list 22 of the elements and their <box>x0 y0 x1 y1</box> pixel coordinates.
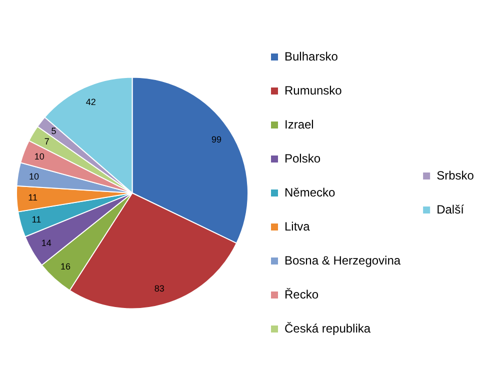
data-label: 11 <box>28 192 38 203</box>
legend-label: Srbsko <box>436 168 474 182</box>
legend-label: Německo <box>284 185 336 200</box>
legend-label: Česká republika <box>284 321 371 336</box>
data-label: 83 <box>154 283 164 294</box>
legend-label: Bosna & Herzegovina <box>284 253 401 268</box>
data-label: 10 <box>34 152 44 162</box>
data-label: 16 <box>60 261 71 272</box>
legend-label: Další <box>436 202 465 216</box>
data-label: 11 <box>32 214 42 225</box>
data-label: 7 <box>44 136 50 146</box>
data-label: 42 <box>86 96 96 107</box>
legend-label: Řecko <box>284 287 319 302</box>
data-label: 5 <box>51 126 56 136</box>
legend-label: Izrael <box>284 117 314 132</box>
legend-label: Litva <box>284 219 310 234</box>
legend-label: Bulharsko <box>284 49 338 64</box>
data-label: 10 <box>29 171 40 182</box>
legend-label: Polsko <box>284 151 321 166</box>
data-label: 99 <box>212 134 222 145</box>
data-label: 14 <box>41 238 52 248</box>
legend-label: Rumunsko <box>284 83 342 98</box>
